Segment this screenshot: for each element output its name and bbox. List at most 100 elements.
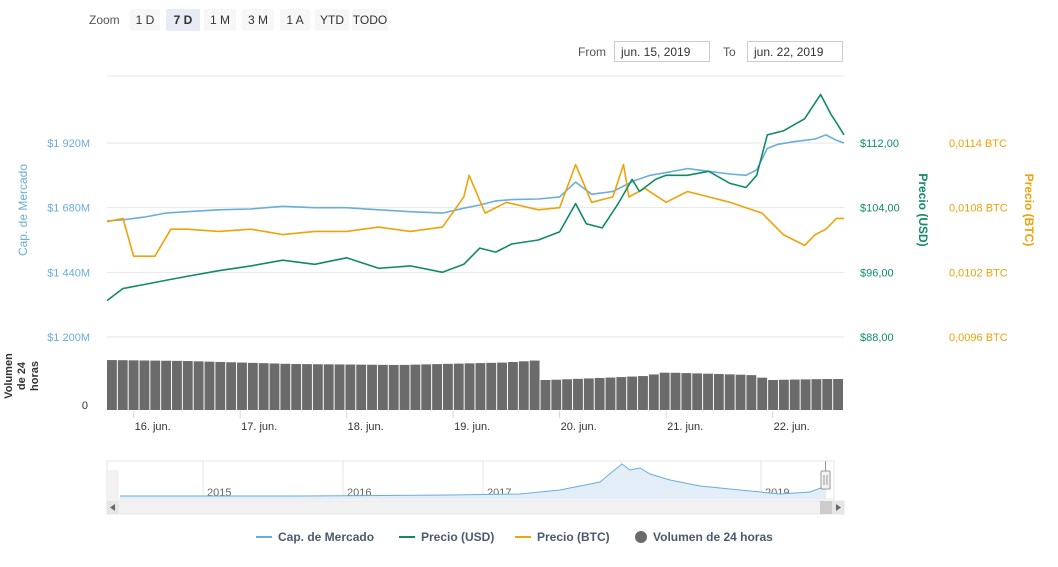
x-tick-label: 16. jun. — [135, 421, 171, 433]
from-date-input[interactable]: jun. 15, 2019 — [614, 41, 710, 62]
btc-tick-label: 0,0096 BTC — [949, 332, 1008, 344]
btc-tick-label: 0,0102 BTC — [949, 267, 1008, 279]
zoom-1d-button[interactable]: 1 D — [130, 9, 160, 31]
volume-bar — [269, 363, 280, 410]
volume-bar — [247, 362, 258, 410]
scrollbar-track — [106, 500, 845, 515]
volume-bar — [508, 362, 518, 410]
market-cap-tick-label: $1 920M — [47, 138, 90, 150]
volume-bar — [811, 379, 822, 410]
usd-tick-label: $112,00 — [860, 138, 899, 150]
volume-bar — [746, 375, 757, 410]
legend-volume-symbol — [635, 531, 647, 543]
volume-bar — [150, 360, 161, 410]
volume-bar — [312, 364, 323, 410]
to-label: To — [723, 45, 736, 59]
scroll-right-icon — [836, 504, 841, 511]
x-tick-label: 17. jun. — [241, 421, 277, 433]
volume-bar — [291, 364, 302, 410]
volume-bar — [193, 361, 204, 410]
x-tick-label: 19. jun. — [454, 421, 490, 433]
zoom-3m-button[interactable]: 3 M — [242, 9, 274, 31]
btc-tick-label: 0,0114 BTC — [949, 138, 1007, 150]
volume-bar — [237, 362, 247, 410]
volume-bar — [833, 379, 843, 410]
legend-price-btc-symbol — [515, 536, 531, 538]
zoom-7d-button[interactable]: 7 D — [166, 9, 200, 31]
legend-market-cap-label: Cap. de Mercado — [278, 530, 375, 544]
volume-bar — [659, 372, 670, 410]
legend-item-volume[interactable]: Volumen de 24 horas — [635, 530, 773, 544]
volume-bar — [128, 360, 139, 410]
zoom-1m-button[interactable]: 1 M — [204, 9, 236, 31]
zoom-label: Zoom — [89, 13, 120, 27]
volume-bar — [204, 361, 215, 410]
volume-bar — [161, 360, 172, 410]
volume-bar — [497, 362, 508, 410]
volume-bar — [410, 364, 421, 410]
volume-bar — [226, 362, 237, 410]
volume-bar — [107, 360, 117, 410]
navigator-handle — [820, 470, 831, 490]
price-usd-line — [106, 93, 845, 302]
market-cap-tick-label: $1 200M — [47, 332, 90, 344]
volume-bar — [822, 379, 833, 410]
legend-volume-label: Volumen de 24 horas — [653, 530, 773, 544]
volume-bar — [475, 363, 486, 410]
volume-bar — [583, 378, 594, 410]
x-tick-label: 20. jun. — [561, 421, 597, 433]
volume-bar — [117, 360, 128, 410]
volume-bar — [605, 377, 616, 410]
volume-bar — [562, 379, 573, 410]
market-cap-axis-title: Cap. de Mercado — [16, 164, 30, 256]
volume-bar — [345, 364, 356, 410]
btc-tick-label: 0,0108 BTC — [949, 203, 1008, 215]
to-date-input[interactable]: jun. 22, 2019 — [747, 41, 843, 62]
volume-bar — [367, 364, 377, 410]
btc-axis-title: Precio (BTC) — [1022, 174, 1036, 247]
legend-item-market-cap[interactable]: Cap. de Mercado — [256, 530, 374, 544]
navigator-mask — [107, 470, 119, 499]
price-btc-line — [106, 163, 844, 258]
volume-bar — [540, 380, 551, 410]
legend-item-price-btc[interactable]: Precio (BTC) — [515, 530, 610, 544]
volume-bar — [778, 379, 789, 410]
zoom-all-button[interactable]: TODO — [352, 9, 388, 31]
volume-bar — [280, 363, 291, 410]
volume-bar — [377, 364, 388, 410]
volume-bar — [800, 379, 811, 410]
volume-bar — [713, 373, 724, 410]
legend-market-cap-symbol — [256, 536, 272, 538]
volume-bar — [789, 379, 800, 410]
volume-bar — [453, 363, 464, 410]
volume-bar — [616, 377, 627, 410]
legend-price-usd-symbol — [399, 536, 415, 538]
x-tick-label: 21. jun. — [667, 421, 703, 433]
volume-bar — [215, 361, 226, 410]
volume-bar — [735, 374, 746, 410]
navigator-series — [120, 463, 827, 497]
volume-bar — [768, 379, 778, 410]
volume-bar — [334, 364, 345, 410]
market-cap-tick-label: $1 680M — [47, 203, 90, 215]
legend-price-btc-label: Precio (BTC) — [537, 530, 610, 544]
zoom-1a-button[interactable]: 1 A — [280, 9, 310, 31]
volume-bar — [258, 363, 269, 410]
volume-bar — [638, 376, 648, 410]
volume-bar — [518, 361, 529, 410]
volume-bar — [703, 373, 713, 410]
volume-bar — [627, 376, 638, 410]
volume-axis-title: Volumende 24horas — [3, 353, 41, 399]
usd-tick-label: $88,00 — [860, 332, 894, 344]
volume-bar — [421, 364, 432, 410]
volume-bar — [442, 363, 453, 410]
legend-item-price-usd[interactable]: Precio (USD) — [399, 530, 494, 544]
zoom-ytd-button[interactable]: YTD — [315, 9, 349, 31]
volume-bar — [302, 364, 312, 410]
volume-bar — [399, 364, 410, 410]
volume-tick-label: 0 — [82, 400, 88, 412]
volume-bar — [464, 363, 475, 410]
navigator-fill — [120, 464, 826, 499]
usd-axis-title: Precio (USD) — [916, 173, 930, 246]
